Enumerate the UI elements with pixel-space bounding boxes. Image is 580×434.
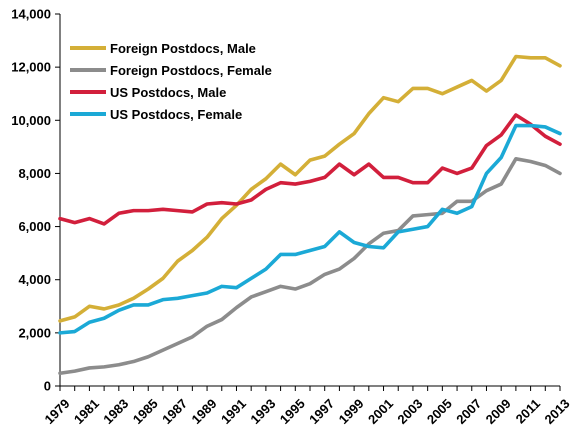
legend-label: US Postdocs, Male (110, 85, 226, 100)
legend-label: US Postdocs, Female (110, 107, 242, 122)
series-line-2 (58, 157, 562, 376)
x-tick-label: 1997 (306, 396, 337, 427)
x-tick-label: 2001 (365, 396, 396, 427)
series-line-3 (58, 113, 562, 226)
y-tick-label: 6,000 (18, 219, 51, 234)
x-tick-label: 1991 (218, 396, 249, 427)
x-tick-label: 2013 (541, 396, 572, 427)
legend-label: Foreign Postdocs, Male (110, 41, 256, 56)
x-tick-label: 2011 (513, 396, 544, 427)
x-tick-label: 2005 (424, 396, 455, 427)
x-tick-label: 1995 (277, 396, 308, 427)
y-tick-label: 4,000 (18, 272, 51, 287)
x-tick-label: 1999 (336, 396, 367, 427)
series-line-4 (58, 123, 562, 335)
legend: Foreign Postdocs, Male Foreign Postdocs, … (70, 41, 272, 122)
legend-label: Foreign Postdocs, Female (110, 63, 272, 78)
x-tick-label: 1993 (247, 396, 278, 427)
x-tick-label: 2009 (483, 396, 514, 427)
x-tick-label: 1987 (159, 396, 190, 427)
x-tick-label: 1981 (71, 396, 102, 427)
y-tick-label: 12,000 (11, 60, 51, 75)
y-tick-label: 8,000 (18, 166, 51, 181)
series-layer (58, 54, 562, 376)
x-tick-label: 2007 (453, 396, 484, 427)
y-tick-label: 14,000 (11, 7, 51, 22)
x-tick-label: 2003 (394, 396, 425, 427)
x-tick-label: 1983 (100, 396, 131, 427)
y-tick-label: 10,000 (11, 113, 51, 128)
x-tick-label: 1985 (130, 396, 161, 427)
x-tick-label: 1989 (189, 396, 220, 427)
x-tick-label: 1979 (41, 396, 72, 427)
y-tick-label: 2,000 (18, 325, 51, 340)
series-line-1 (58, 54, 562, 323)
y-tick-label: 0 (44, 379, 51, 394)
